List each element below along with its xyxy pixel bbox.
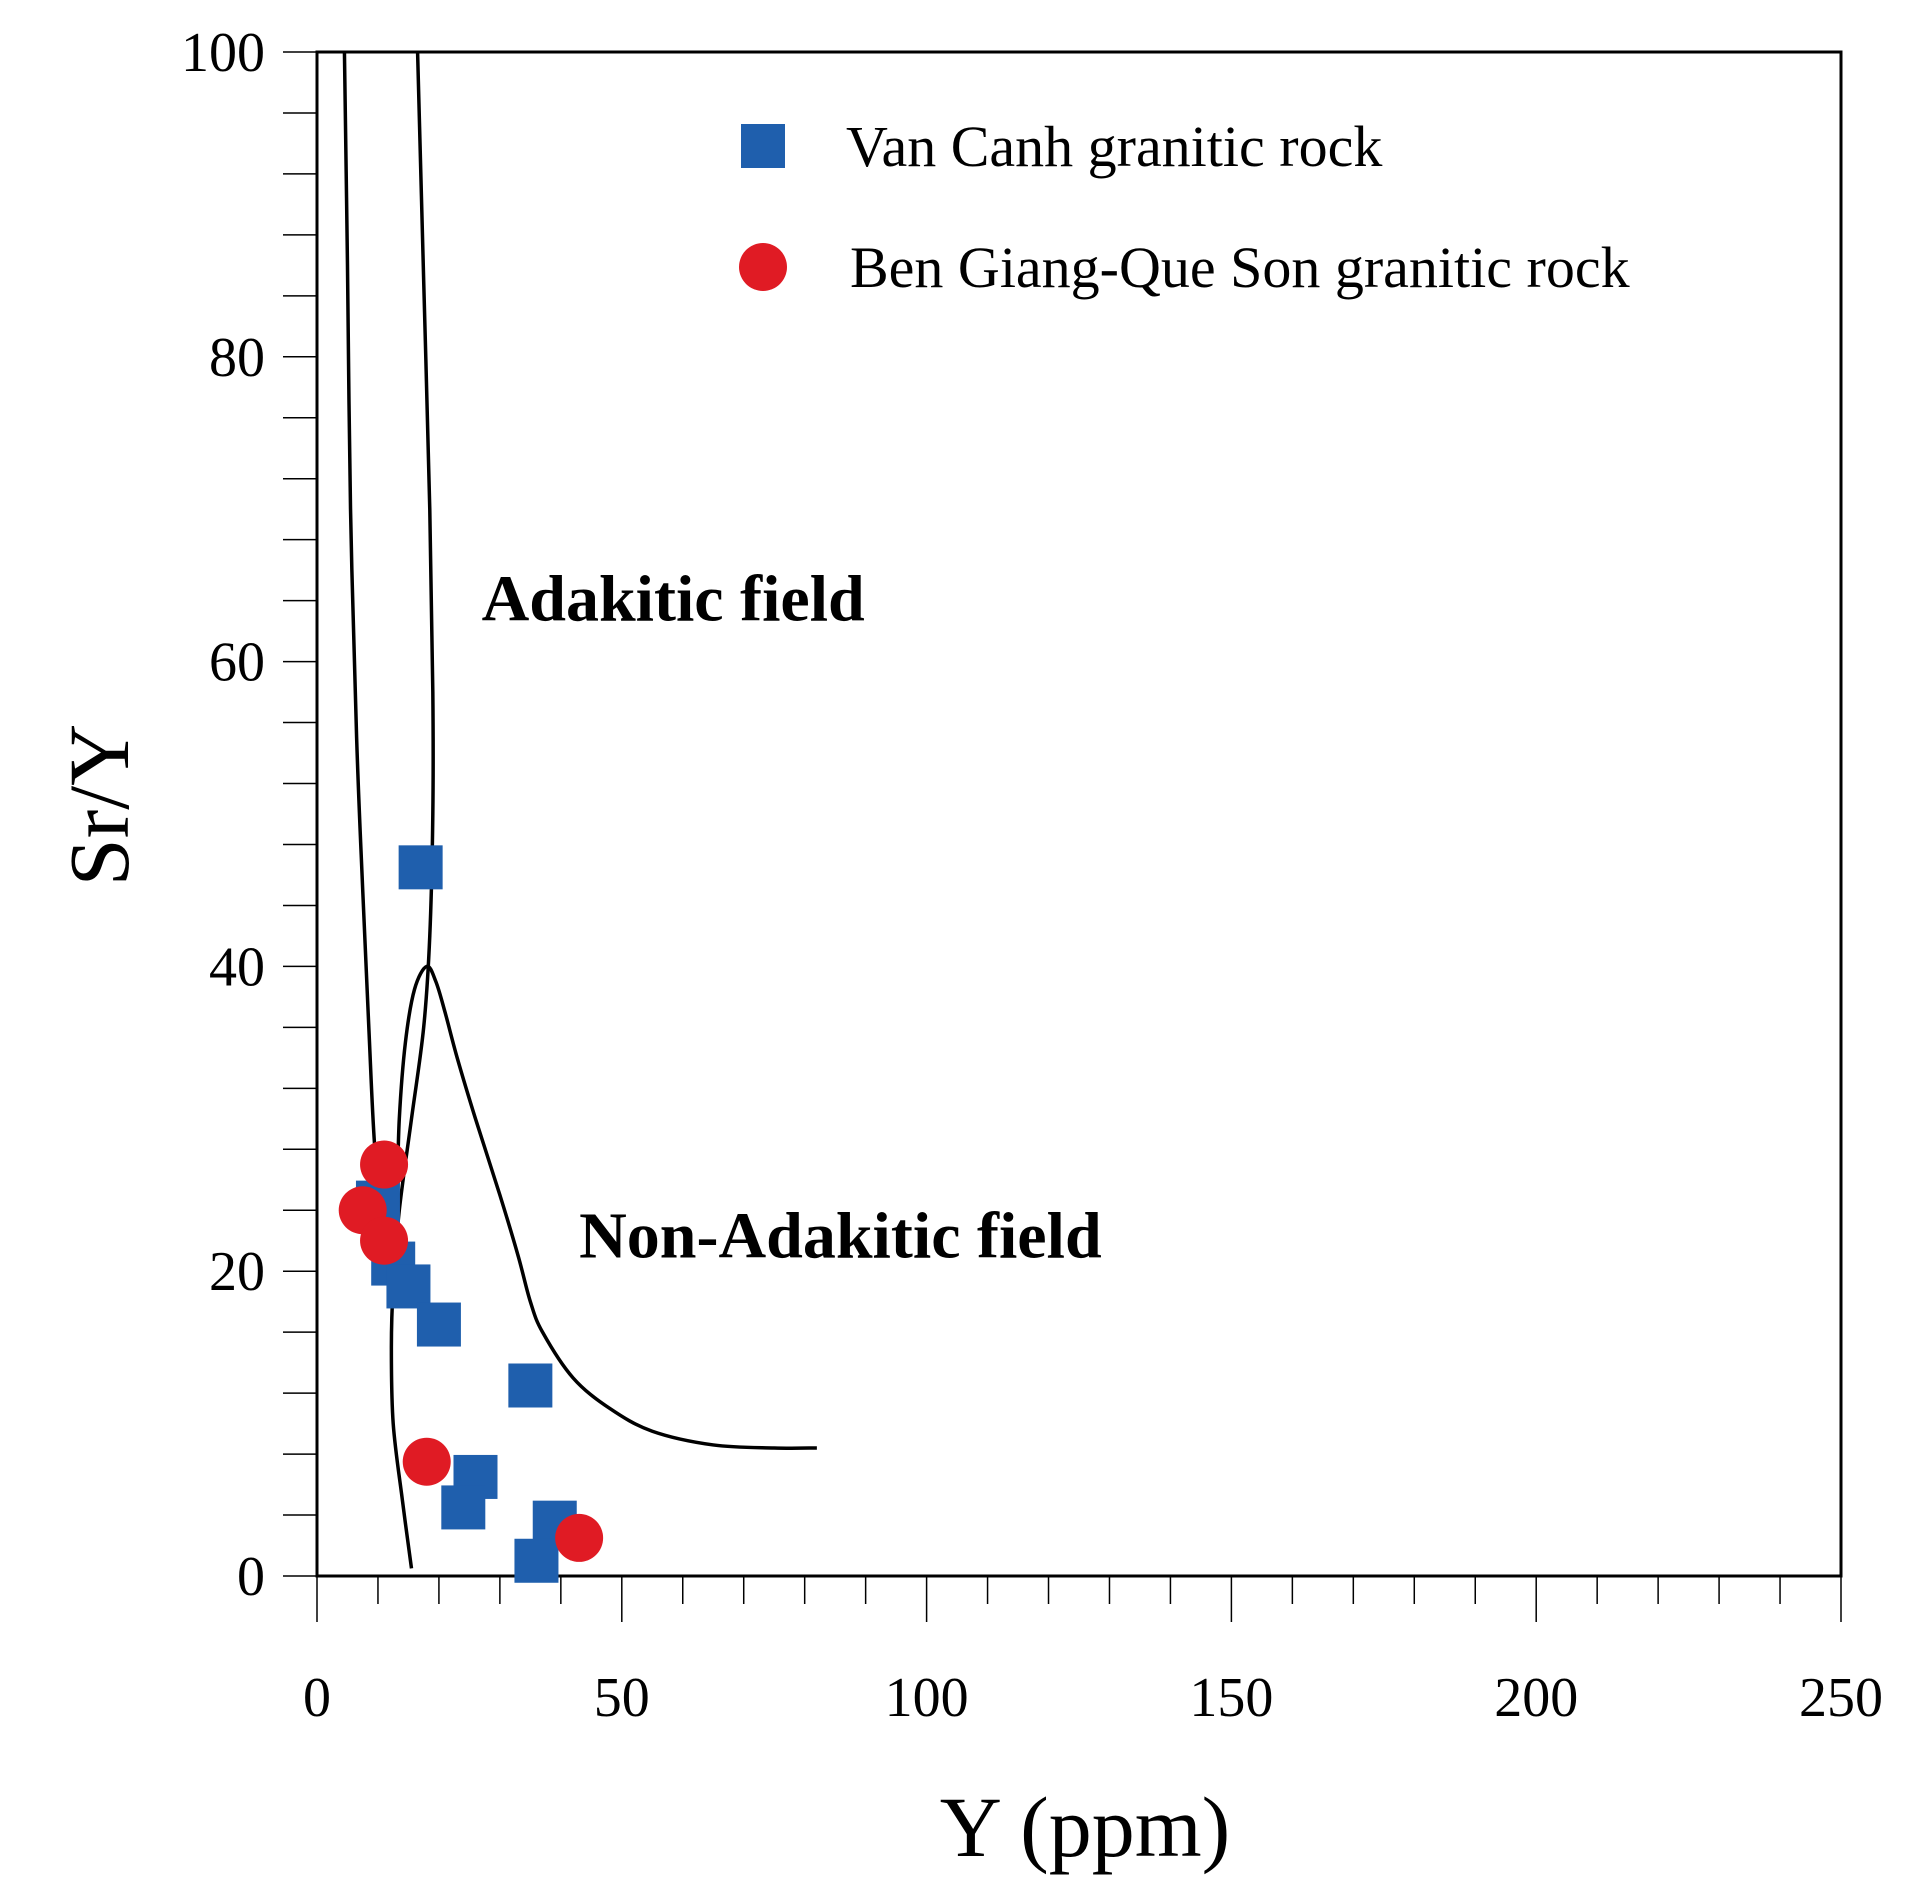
y-tick-label: 0 [237, 1546, 265, 1608]
ben-giang-point [360, 1140, 409, 1189]
field-annotations: Adakitic field Non-Adakitic field [482, 562, 1102, 1272]
non-adakitic-field-label: Non-Adakitic field [579, 1199, 1102, 1272]
y-tick-label: 80 [209, 327, 265, 389]
y-tick-label: 100 [181, 22, 265, 84]
y-tick-label: 40 [209, 936, 265, 998]
x-tick-label: 200 [1494, 1667, 1578, 1729]
van-canh-point [398, 845, 443, 890]
van-canh-point [508, 1363, 553, 1408]
y-tick-label: 20 [209, 1241, 265, 1303]
tick-labels: 0 20 40 60 80 100 0 50 100 150 200 250 [181, 22, 1883, 1729]
adakitic-field-label: Adakitic field [482, 562, 865, 635]
plot-frame [315, 50, 1843, 1578]
y-tick-label: 60 [209, 632, 265, 694]
ben-giang-point [402, 1437, 451, 1486]
legend-label: Ben Giang-Que Son granitic rock [850, 235, 1630, 300]
boundary-curves [342, 51, 817, 1569]
minor-ticks [283, 112, 1781, 1604]
x-tick-label: 100 [885, 1667, 969, 1729]
x-tick-label: 0 [303, 1667, 331, 1729]
major-ticks [283, 51, 1842, 1622]
van-canh-point [441, 1485, 486, 1530]
x-tick-label: 150 [1189, 1667, 1273, 1729]
ben-giang-point [360, 1216, 409, 1265]
ben-giang-point [555, 1513, 604, 1562]
x-tick-label: 250 [1799, 1667, 1883, 1729]
legend-label: Van Canh granitic rock [846, 114, 1382, 179]
adakitic-boundary-curve [342, 51, 817, 1450]
legend-square-marker [741, 124, 785, 168]
legend: Van Canh granitic rock Ben Giang-Que Son … [739, 114, 1630, 300]
data-points [338, 845, 604, 1583]
x-axis-title: Y (ppm) [940, 1779, 1231, 1875]
legend-circle-marker [739, 243, 787, 291]
y-axis-title: Sr/Y [51, 724, 147, 886]
van-canh-point [416, 1302, 461, 1347]
non-adakitic-boundary-curve [389, 51, 435, 1569]
van-canh-point [514, 1538, 559, 1583]
van-canh-point [386, 1264, 431, 1309]
x-tick-label: 50 [594, 1667, 650, 1729]
